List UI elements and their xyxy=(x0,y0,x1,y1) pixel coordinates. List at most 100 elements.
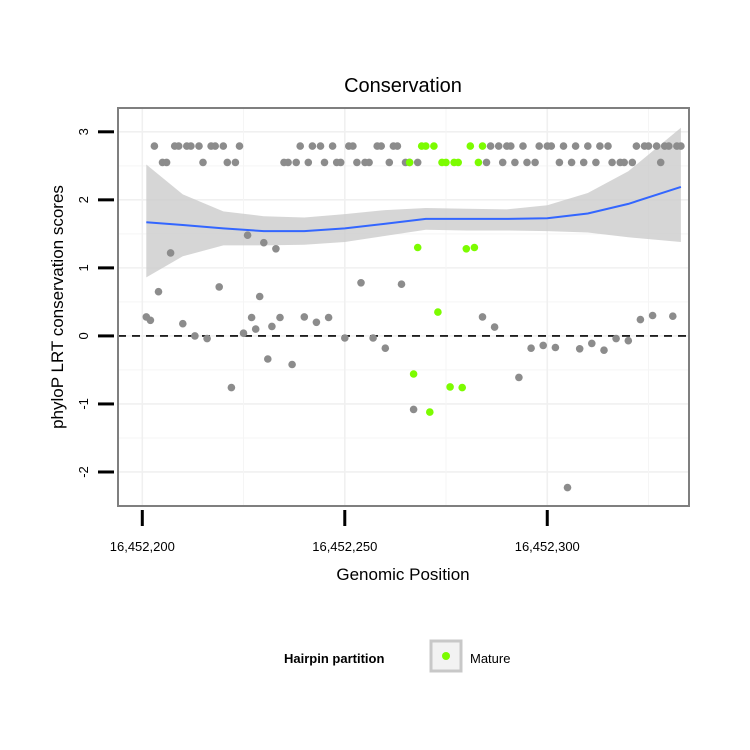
point-mature xyxy=(422,142,430,150)
y-axis: -2 -1 0 1 2 3 xyxy=(76,128,114,478)
point-other xyxy=(527,344,535,353)
point-other xyxy=(507,142,515,150)
point-other xyxy=(584,142,592,150)
point-other xyxy=(588,339,596,348)
point-other xyxy=(223,158,232,167)
point-other xyxy=(592,158,600,167)
point-mature xyxy=(470,243,479,252)
point-other xyxy=(531,158,539,167)
point-other xyxy=(316,142,325,150)
point-other xyxy=(519,142,527,150)
point-other xyxy=(174,142,183,150)
point-other xyxy=(231,158,240,167)
point-other xyxy=(179,319,187,328)
point-other xyxy=(551,343,560,352)
x-axis-title: Genomic Position xyxy=(336,565,469,584)
point-other xyxy=(571,142,580,150)
point-other xyxy=(328,142,337,150)
point-other xyxy=(523,158,531,167)
point-other xyxy=(535,142,543,150)
point-other xyxy=(276,313,284,322)
point-mature xyxy=(462,245,471,253)
point-other xyxy=(296,142,305,150)
y-tick-label: 1 xyxy=(76,264,91,271)
point-other xyxy=(559,142,568,150)
point-mature xyxy=(474,158,483,167)
point-other xyxy=(369,334,377,342)
point-other xyxy=(608,158,616,167)
point-other xyxy=(247,313,256,322)
point-other xyxy=(567,158,576,167)
x-axis: 16,452,200 16,452,250 16,452,300 xyxy=(110,510,580,554)
point-other xyxy=(187,142,195,150)
point-mature xyxy=(478,142,487,150)
point-other xyxy=(349,142,357,150)
grid-lines xyxy=(118,108,689,506)
point-other xyxy=(365,158,373,167)
point-other xyxy=(393,142,402,150)
chart-title: Conservation xyxy=(344,75,462,97)
point-other xyxy=(397,280,406,289)
point-other xyxy=(612,334,620,343)
point-other xyxy=(478,313,487,321)
point-other xyxy=(515,373,523,382)
point-other xyxy=(215,283,223,291)
confidence-band-layer xyxy=(146,127,681,278)
point-other xyxy=(628,158,637,167)
point-other xyxy=(486,142,495,150)
legend-label-mature: Mature xyxy=(470,651,510,666)
point-other xyxy=(150,142,159,150)
smooth-line-layer xyxy=(146,185,682,233)
point-other xyxy=(251,325,260,333)
y-axis-title: phyloP LRT conservation scores xyxy=(48,185,67,429)
point-other xyxy=(665,142,673,150)
point-mature xyxy=(426,408,434,416)
point-mature xyxy=(413,243,422,252)
point-other xyxy=(227,383,236,392)
point-other xyxy=(596,142,604,150)
point-other xyxy=(284,158,292,167)
plot-panel-border xyxy=(117,107,690,507)
point-other xyxy=(272,245,280,253)
point-other xyxy=(498,158,507,167)
point-other xyxy=(219,142,228,150)
point-other xyxy=(199,158,207,167)
point-mature xyxy=(454,158,463,167)
legend: Hairpin partition Mature xyxy=(284,639,510,673)
point-mature xyxy=(409,370,418,378)
point-other xyxy=(304,158,313,167)
point-other xyxy=(255,292,264,301)
point-other xyxy=(669,312,677,321)
point-other xyxy=(154,287,163,296)
point-other xyxy=(381,344,390,353)
point-other xyxy=(239,329,248,338)
point-other xyxy=(353,158,361,167)
y-tick-label: 2 xyxy=(76,196,91,203)
point-other xyxy=(288,360,296,369)
point-other xyxy=(268,322,276,331)
point-other xyxy=(575,345,584,353)
point-other xyxy=(320,158,329,167)
x-tick-label: 16,452,200 xyxy=(110,539,175,554)
point-other xyxy=(636,315,645,324)
point-other xyxy=(336,158,345,167)
point-other xyxy=(260,238,268,247)
point-other xyxy=(600,346,608,355)
point-other xyxy=(632,142,641,150)
point-mature xyxy=(442,158,450,167)
point-other xyxy=(494,142,503,150)
point-other xyxy=(555,158,564,167)
point-other xyxy=(300,313,309,321)
point-other xyxy=(620,158,628,167)
x-tick-label: 16,452,300 xyxy=(515,539,580,554)
y-tick-label: -2 xyxy=(76,466,91,478)
point-other xyxy=(203,334,211,343)
legend-key-mature xyxy=(442,652,450,660)
point-other xyxy=(195,142,203,150)
point-other xyxy=(677,142,685,150)
point-other xyxy=(482,158,491,167)
y-tick-label: -1 xyxy=(76,398,91,410)
point-mature xyxy=(430,142,438,150)
point-other xyxy=(235,142,244,150)
